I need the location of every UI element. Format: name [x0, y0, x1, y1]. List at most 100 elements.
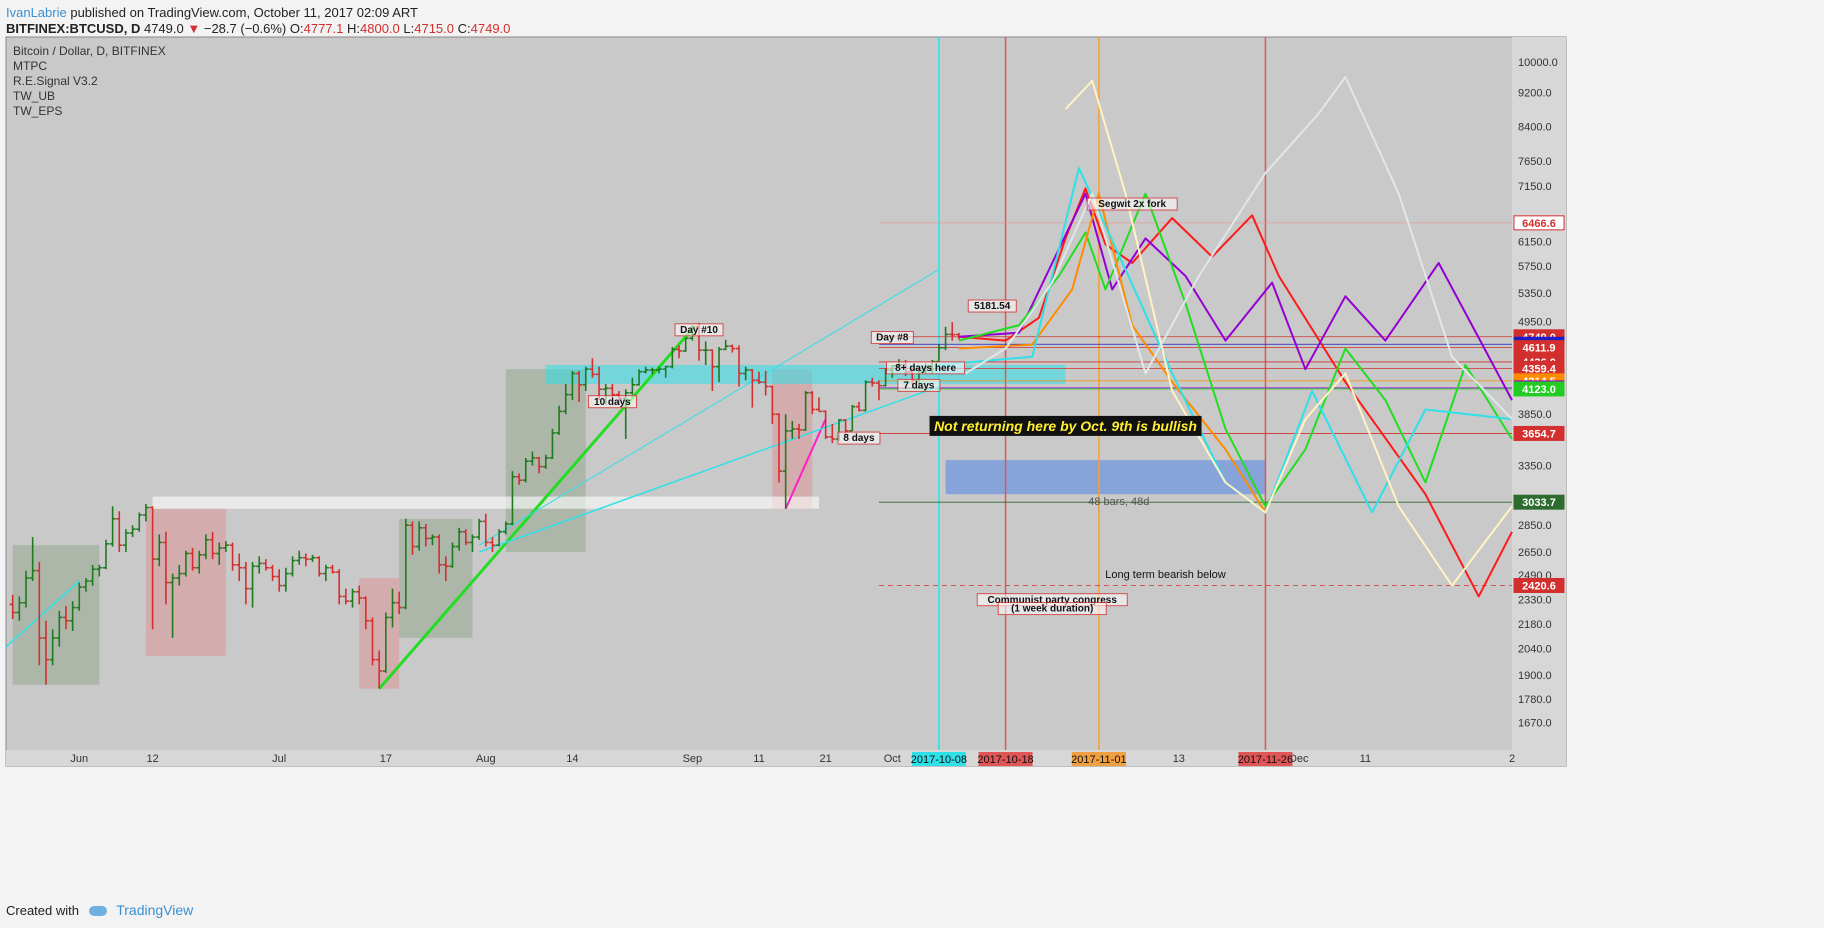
price-tag: [1513, 425, 1565, 441]
price-tag: [1513, 215, 1565, 231]
tradingview-logo-icon: [88, 906, 107, 916]
trend-arrow: [5, 580, 80, 648]
high-label: H:: [347, 21, 360, 36]
y-tick-label: 1670.0: [1518, 717, 1552, 729]
symbol-label: BITFINEX:BTCUSD, D: [6, 21, 141, 36]
x-tick-label: 17: [380, 753, 392, 765]
trend-arrow: [378, 328, 694, 690]
annotation-text: 5181.54: [974, 301, 1011, 312]
annotation-box: [997, 602, 1107, 616]
date-marker-tag: [978, 752, 1033, 766]
time-axis-bg: [6, 750, 1566, 766]
annotation-box: [674, 323, 724, 337]
legend-entry: MTPC: [13, 59, 47, 73]
shaded-zone: [152, 496, 819, 509]
x-tick-label: Aug: [476, 753, 496, 765]
shaded-zone: [145, 508, 226, 656]
annotation-text: 8 days: [843, 433, 875, 444]
high-value: 4800.0: [360, 21, 400, 36]
legend-entry: TW_EPS: [13, 104, 62, 118]
tradingview-brand-link[interactable]: TradingView: [116, 902, 194, 918]
annotation-banner-bg: [929, 415, 1202, 436]
annotation-text: Not returning here by Oct. 9th is bullis…: [934, 418, 1197, 434]
y-tick-label: 2850.0: [1518, 520, 1552, 532]
date-marker-label: 2017-10-18: [977, 754, 1033, 766]
annotation-box: [1086, 197, 1178, 211]
date-marker-label: 2017-11-01: [1071, 754, 1126, 766]
trend-arrow: [478, 268, 940, 546]
trend-arrow: [478, 385, 940, 553]
annotation-text: Communist party congress: [987, 595, 1117, 606]
annotation-text: Long term bearish below: [1105, 569, 1226, 581]
annotation-box: [967, 299, 1017, 313]
projection-line: [958, 192, 1267, 514]
y-tick-label: 3850.0: [1518, 409, 1552, 421]
publish-header: IvanLabrie published on TradingView.com,…: [6, 5, 418, 20]
annotation-text: Day #10: [680, 325, 718, 336]
annotation-text: Segwit 2x fork: [1098, 199, 1166, 210]
y-tick-label: 8400.0: [1518, 121, 1552, 133]
price-tag-label: 4123.0: [1522, 384, 1556, 396]
price-axis-bg: [1512, 37, 1566, 766]
x-tick-label: Jul: [272, 753, 286, 765]
price-tag-label: 4611.9: [1522, 343, 1555, 355]
price-tag-label: 3033.7: [1522, 497, 1556, 509]
open-label: O:: [289, 21, 304, 36]
date-marker-tag: [1238, 752, 1293, 766]
legend-entry: TW_UB: [13, 89, 55, 103]
annotation-text: 48 bars, 48d: [1088, 496, 1149, 508]
price-tag: [1513, 381, 1565, 397]
plot-area: [5, 36, 1567, 767]
price-tag-label: 2420.6: [1522, 580, 1556, 592]
price-tag-label: 4359.4: [1522, 363, 1557, 375]
y-tick-label: 5350.0: [1518, 288, 1552, 300]
y-tick-label: 6150.0: [1518, 236, 1552, 248]
footer: Created with TradingView: [6, 902, 193, 918]
annotation-text: 7 days: [903, 380, 935, 391]
annotation-text: 10 days: [594, 397, 631, 408]
annotation-box: [886, 361, 965, 375]
date-marker-label: 2017-10-08: [911, 754, 967, 766]
annotation-text: Day #8: [876, 333, 909, 344]
down-triangle-icon: ▼: [187, 21, 201, 36]
price-tag-label: 3654.7: [1522, 428, 1556, 440]
annotation-box: [870, 331, 914, 345]
price-change: −28.7 (−0.6%): [203, 21, 287, 36]
close-value: 4749.0: [470, 21, 511, 36]
x-tick-label: 2: [1509, 753, 1515, 765]
author-link[interactable]: IvanLabrie: [6, 5, 67, 20]
y-tick-label: 2040.0: [1518, 644, 1552, 656]
open-value: 4777.1: [303, 21, 344, 36]
x-tick-label: 11: [753, 753, 764, 765]
low-value: 4715.0: [414, 21, 454, 36]
y-tick-label: 7650.0: [1518, 156, 1552, 168]
date-marker-tag: [1071, 752, 1126, 766]
projection-line: [1064, 79, 1513, 587]
x-tick-label: Dec: [1289, 753, 1309, 765]
y-tick-label: 3350.0: [1518, 461, 1552, 473]
low-label: L:: [403, 21, 415, 36]
y-tick-label: 1900.0: [1518, 670, 1552, 682]
shaded-zone: [12, 545, 100, 685]
y-tick-label: 2180.0: [1518, 619, 1552, 631]
x-tick-label: 21: [820, 753, 832, 765]
annotation-text: (1 week duration): [1011, 604, 1093, 615]
x-tick-label: 13: [1173, 753, 1185, 765]
shaded-zone: [399, 518, 473, 638]
x-tick-label: Jun: [70, 753, 88, 765]
y-tick-label: 7150.0: [1518, 181, 1552, 193]
candles-group: [9, 322, 962, 689]
x-tick-label: 11: [1360, 753, 1371, 765]
y-tick-label: 10000.0: [1518, 57, 1558, 69]
price-tag: [1513, 494, 1565, 510]
created-with-label: Created with: [6, 903, 79, 918]
x-tick-label: 14: [566, 753, 578, 765]
price-tag: [1513, 577, 1565, 593]
x-tick-label: Oct: [884, 753, 901, 765]
date-marker-tag: [911, 752, 966, 766]
annotation-box: [837, 431, 881, 445]
y-tick-label: 5750.0: [1518, 261, 1552, 273]
annotation-box: [897, 378, 941, 392]
y-tick-label: 2650.0: [1518, 547, 1552, 559]
